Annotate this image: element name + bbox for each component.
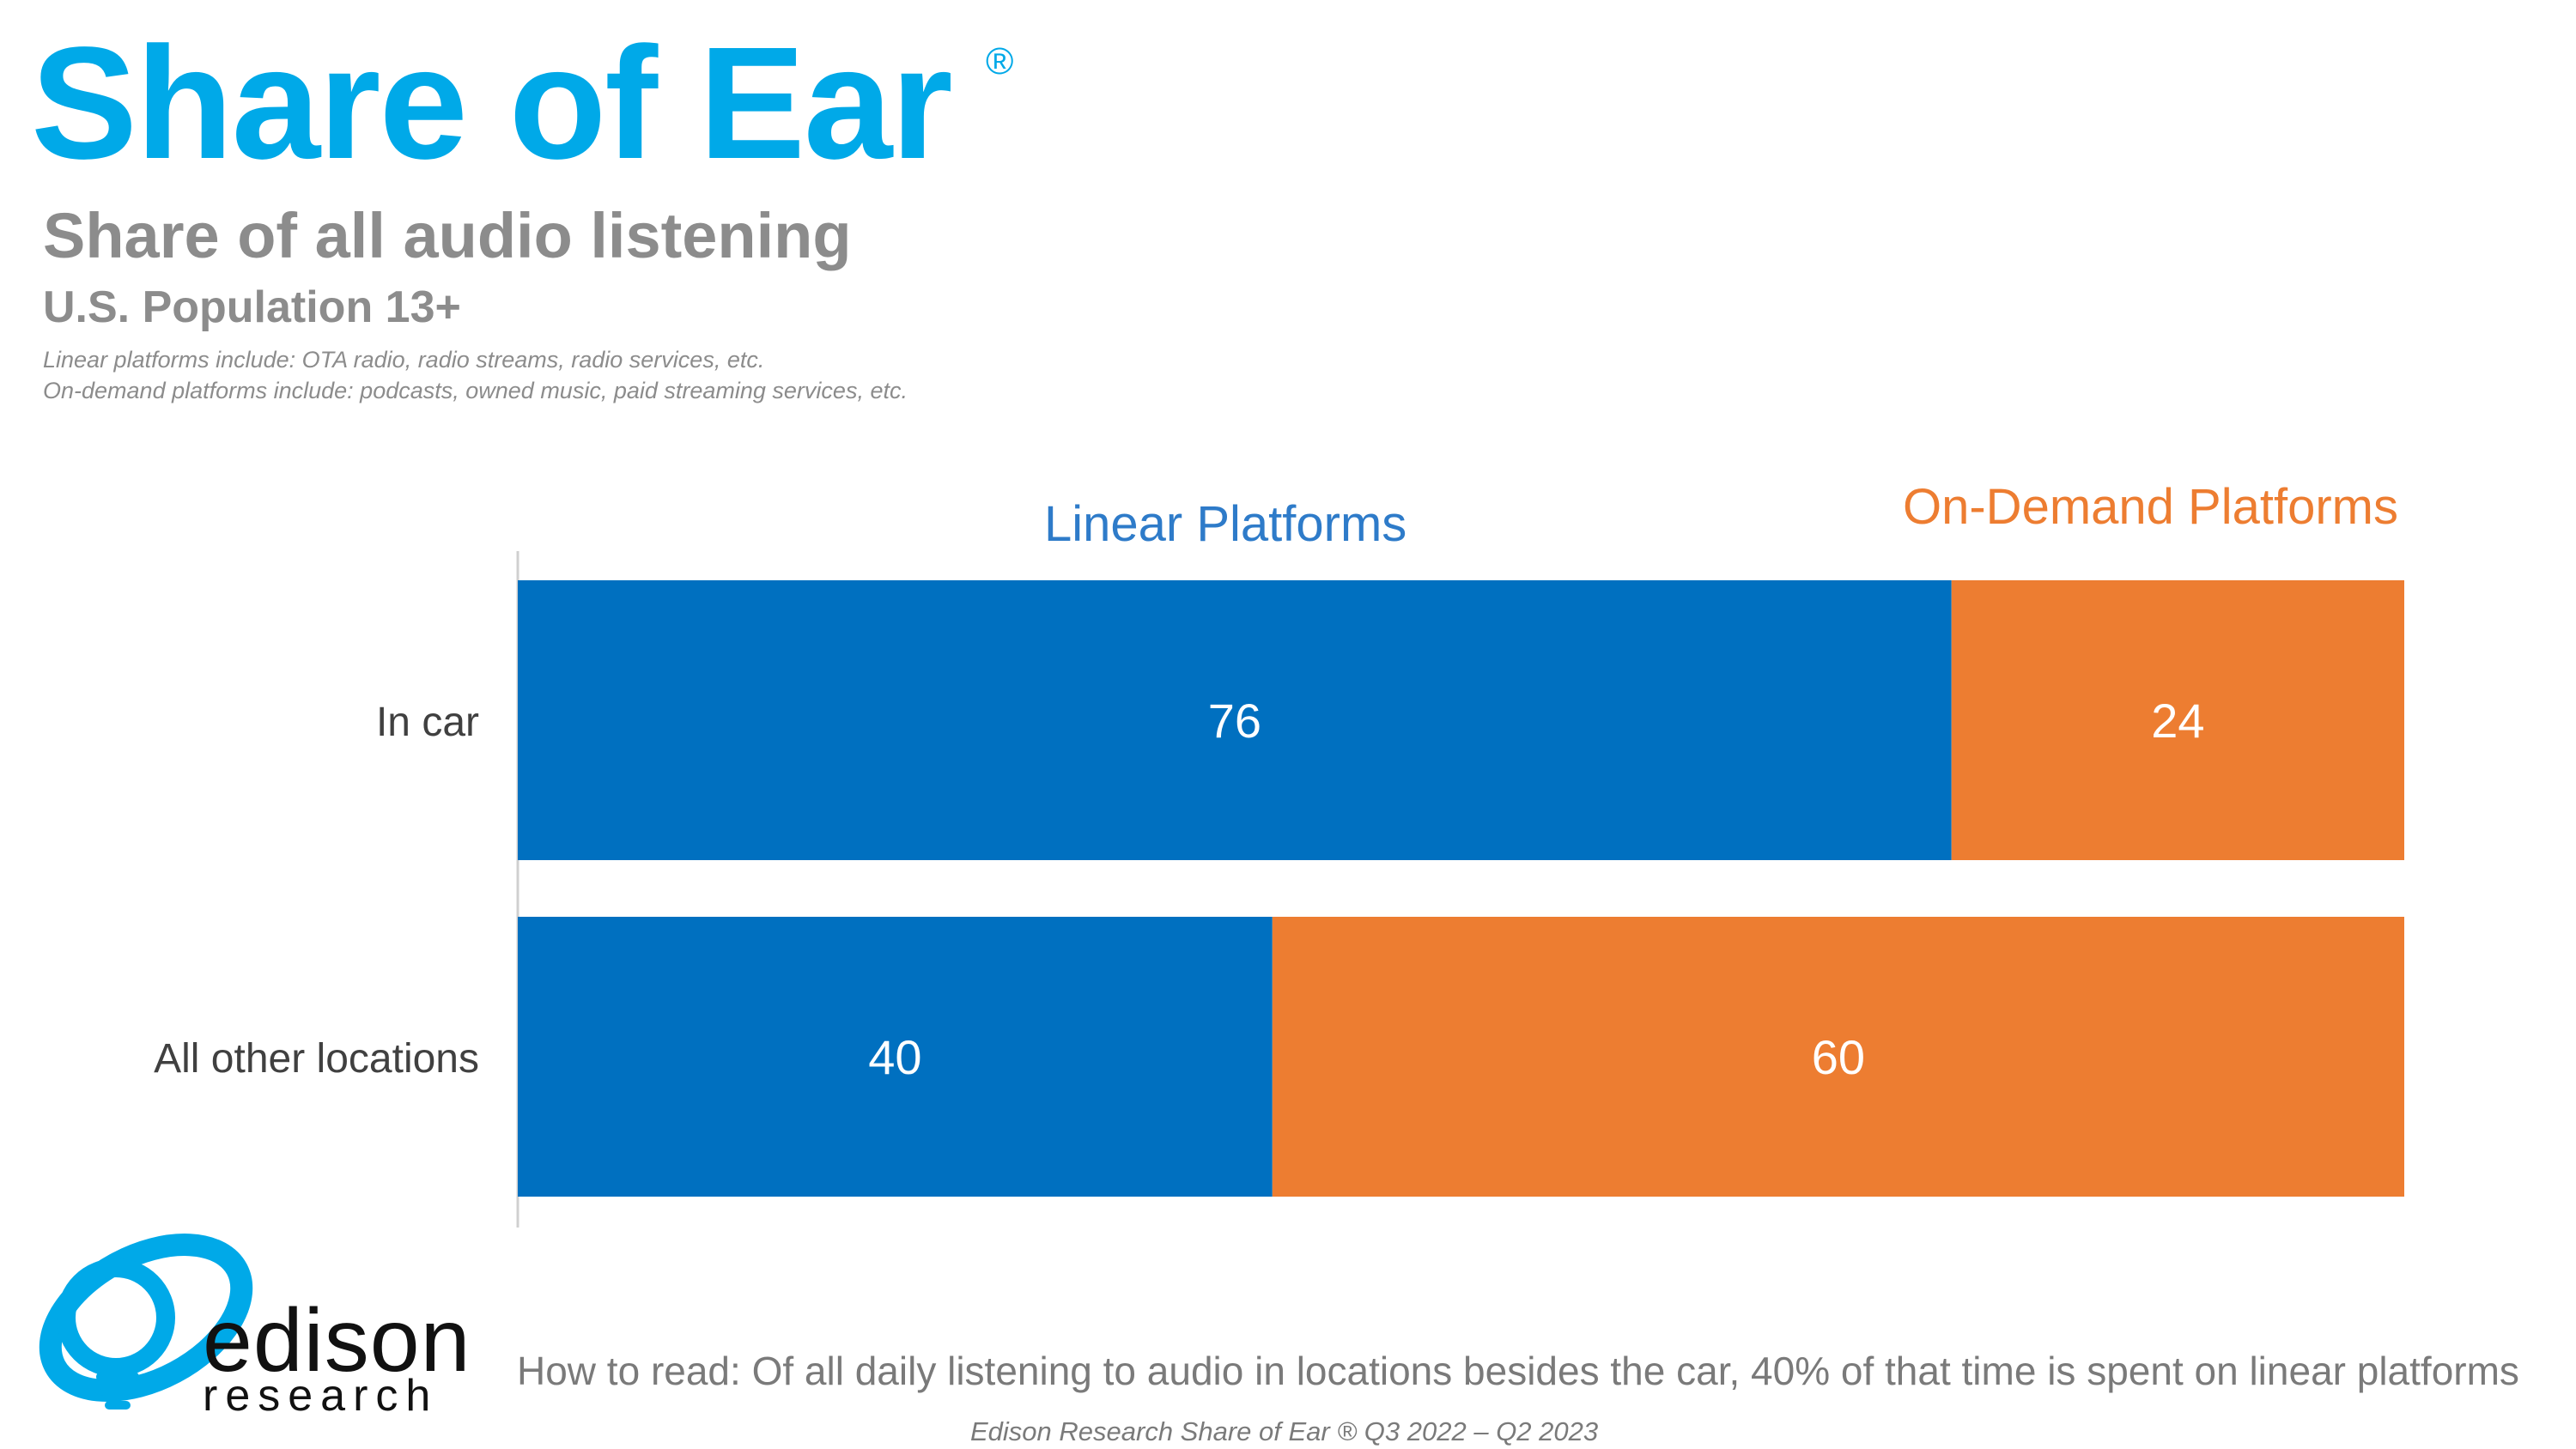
source-footer: Edison Research Share of Ear ® Q3 2022 –… [970, 1416, 1599, 1446]
note-linear: Linear platforms include: OTA radio, rad… [43, 347, 765, 373]
category-label-1: All other locations [154, 1036, 479, 1082]
how-to-read-note: How to read: Of all daily listening to a… [517, 1349, 2519, 1393]
page-title: Share of Ear [31, 15, 953, 192]
logo-wordmark-research: research [203, 1371, 439, 1421]
registered-mark: ® [986, 40, 1014, 82]
legend-linear-platforms: Linear Platforms [1044, 496, 1407, 552]
note-on-demand: On-demand platforms include: podcasts, o… [43, 378, 908, 403]
edison-logo-icon [39, 1234, 253, 1410]
bar-linear-1 [518, 917, 1273, 1197]
population-label: U.S. Population 13+ [43, 282, 461, 332]
data-label-on-demand-1: 60 [1812, 1030, 1865, 1084]
data-label-linear-1: 40 [868, 1030, 921, 1084]
chart-subtitle: Share of all audio listening [43, 200, 852, 271]
bar-on-demand-1 [1272, 917, 2404, 1197]
data-label-on-demand-0: 24 [2151, 694, 2204, 748]
bar-linear-0 [518, 580, 1952, 860]
legend-on-demand-platforms: On-Demand Platforms [1903, 479, 2398, 535]
logo-wordmark-edison: edison [203, 1291, 471, 1391]
data-label-linear-0: 76 [1208, 694, 1261, 748]
bar-on-demand-0 [1951, 580, 2404, 860]
category-label-0: In car [376, 700, 479, 745]
